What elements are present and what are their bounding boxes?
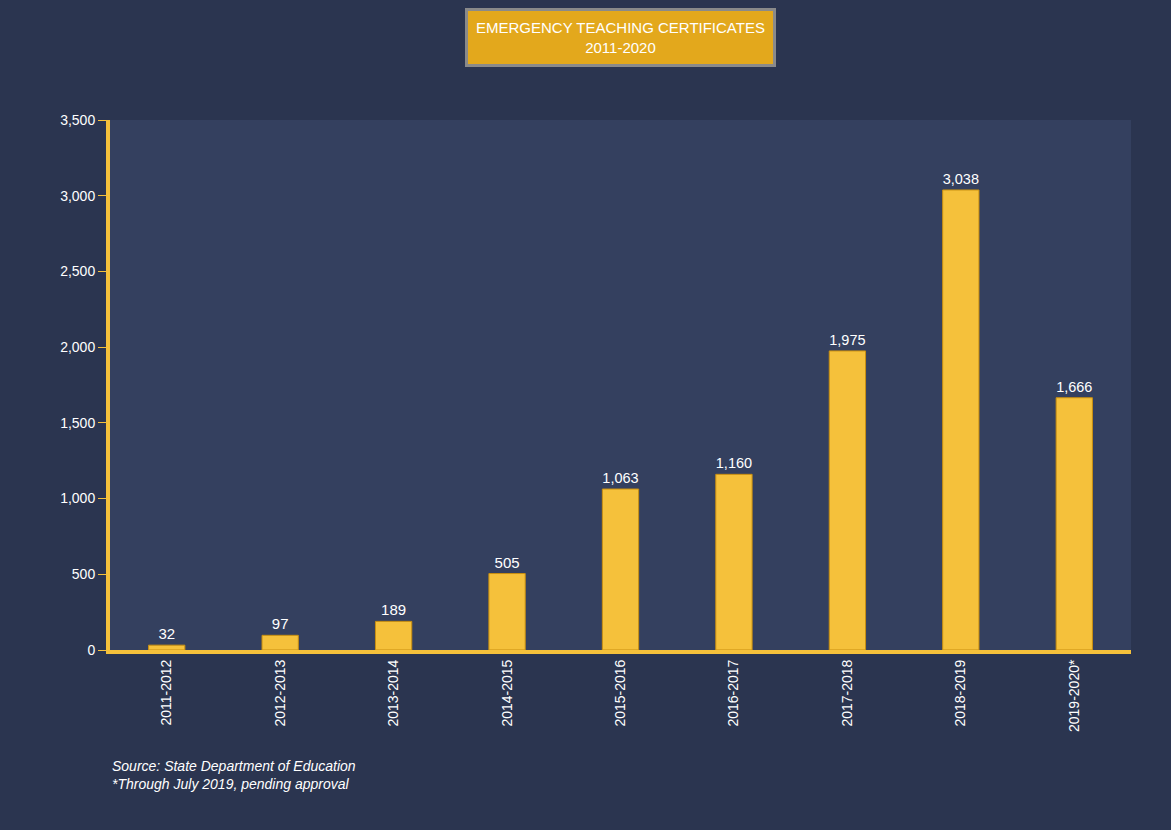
svg-text:2014-2015: 2014-2015 [499,659,515,726]
svg-text:EMERGENCY TEACHING CERTIFICATE: EMERGENCY TEACHING CERTIFICATES2011-2020 [476,19,765,56]
svg-text:2017-2018: 2017-2018 [839,659,855,726]
svg-text:189: 189 [381,601,406,618]
svg-text:2019-2020*: 2019-2020* [1066,659,1082,732]
svg-text:2015-2016: 2015-2016 [612,659,628,726]
svg-text:500: 500 [72,566,96,582]
svg-text:2,000: 2,000 [60,339,95,355]
svg-text:2016-2017: 2016-2017 [725,659,741,726]
svg-text:1,160: 1,160 [716,455,752,471]
svg-text:2,500: 2,500 [60,263,95,279]
svg-text:32: 32 [158,625,175,642]
svg-text:2011-2012: 2011-2012 [158,659,174,725]
svg-text:2018-2019: 2018-2019 [952,659,968,726]
svg-text:2012-2013: 2012-2013 [272,659,288,726]
svg-text:0: 0 [87,642,95,658]
svg-text:97: 97 [272,615,289,632]
svg-text:1,666: 1,666 [1056,379,1092,395]
svg-text:3,000: 3,000 [60,188,95,204]
svg-text:1,063: 1,063 [602,470,638,486]
svg-text:Source: State Department of Ed: Source: State Department of Education*Th… [112,758,356,792]
svg-text:1,000: 1,000 [60,490,95,506]
svg-text:1,975: 1,975 [829,332,865,348]
svg-text:1,500: 1,500 [60,415,95,431]
svg-text:3,500: 3,500 [60,112,95,128]
svg-text:3,038: 3,038 [943,171,979,187]
svg-text:505: 505 [495,554,520,571]
svg-text:2013-2014: 2013-2014 [385,659,401,726]
